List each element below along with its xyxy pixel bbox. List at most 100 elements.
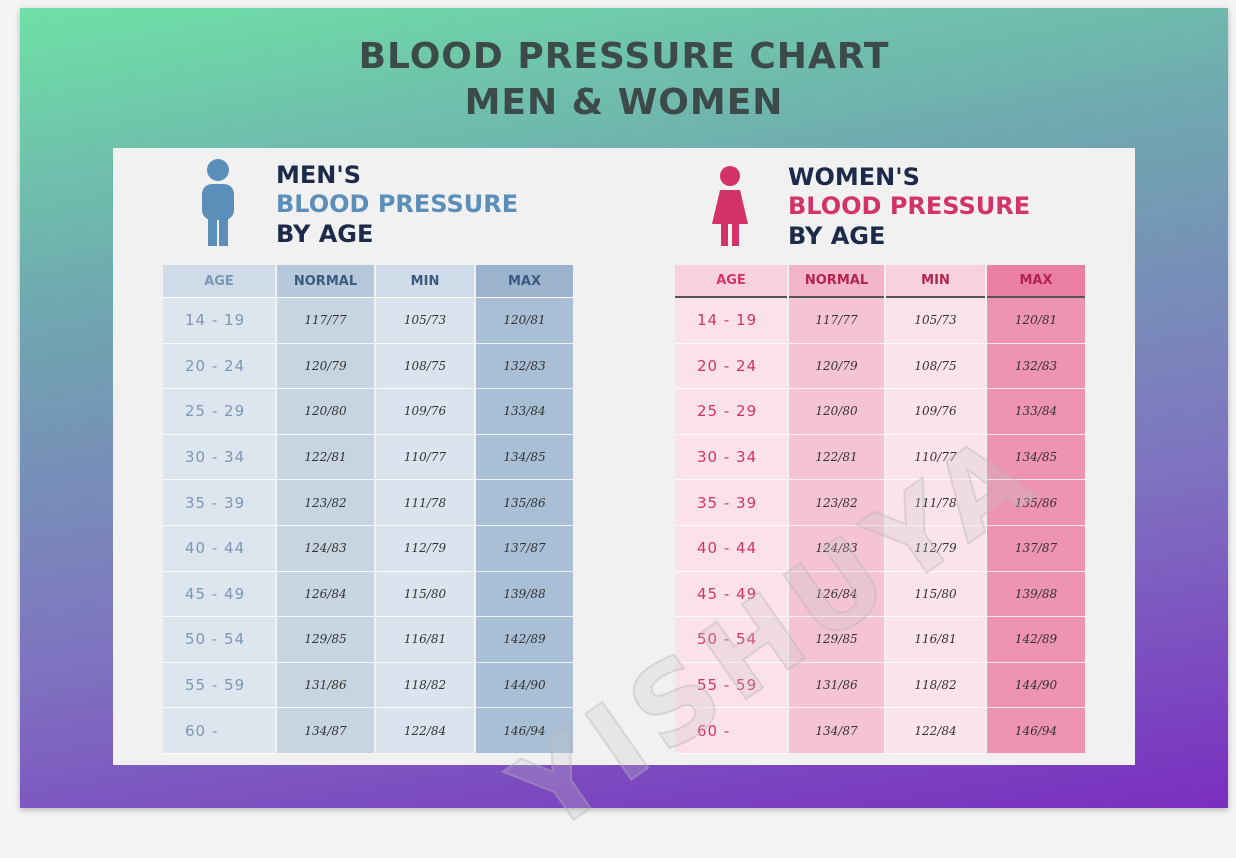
heading: BLOOD PRESSURE [788, 192, 1031, 220]
value-cell: 126/84 [789, 571, 884, 618]
value-cell: 132/83 [987, 343, 1085, 390]
value-cell: 124/83 [789, 526, 884, 572]
value-cell: 126/84 [277, 571, 374, 618]
value-cell: 137/87 [987, 526, 1085, 572]
value-cell: 144/90 [476, 662, 573, 709]
heading: MEN'S [276, 161, 361, 189]
age-cell: 35 - 39 [163, 480, 275, 526]
column-header: AGE [675, 265, 787, 298]
value-cell: 116/81 [886, 617, 985, 663]
value-cell: 110/77 [886, 434, 985, 481]
value-cell: 115/80 [376, 571, 474, 618]
column-header: MIN [886, 265, 985, 298]
value-cell: 109/76 [886, 389, 985, 435]
page: BLOOD PRESSURE CHART MEN & WOMEN MEN'S B… [20, 8, 1228, 858]
value-cell: 144/90 [987, 662, 1085, 709]
value-cell: 116/81 [376, 617, 474, 663]
value-cell: 122/81 [789, 434, 884, 481]
value-cell: 134/85 [476, 434, 573, 481]
age-cell: 14 - 19 [163, 298, 275, 344]
column-header: NORMAL [277, 265, 374, 298]
value-cell: 120/80 [789, 389, 884, 435]
woman-icon [712, 166, 748, 246]
value-cell: 120/81 [987, 298, 1085, 344]
value-cell: 122/84 [376, 708, 474, 754]
man-icon [202, 159, 234, 246]
value-cell: 133/84 [987, 389, 1085, 435]
value-cell: 118/82 [376, 662, 474, 709]
value-cell: 124/83 [277, 526, 374, 572]
age-cell: 30 - 34 [675, 434, 787, 481]
column-header: NORMAL [789, 265, 884, 298]
age-cell: 14 - 19 [675, 298, 787, 344]
value-cell: 129/85 [277, 617, 374, 663]
age-cell: 35 - 39 [675, 480, 787, 526]
value-cell: 132/83 [476, 343, 573, 390]
title: BLOOD PRESSURE CHART [358, 36, 890, 77]
value-cell: 134/87 [277, 708, 374, 754]
value-cell: 112/79 [886, 526, 985, 572]
age-cell: 45 - 49 [163, 571, 275, 618]
age-cell: 25 - 29 [163, 389, 275, 435]
value-cell: 142/89 [476, 617, 573, 663]
column-header: MAX [987, 265, 1085, 298]
value-cell: 133/84 [476, 389, 573, 435]
value-cell: 105/73 [376, 298, 474, 344]
value-cell: 135/86 [476, 480, 573, 526]
value-cell: 129/85 [789, 617, 884, 663]
heading: WOMEN'S [788, 163, 920, 191]
value-cell: 134/87 [789, 708, 884, 754]
value-cell: 122/81 [277, 434, 374, 481]
value-cell: 131/86 [789, 662, 884, 709]
value-cell: 120/79 [277, 343, 374, 390]
value-cell: 134/85 [987, 434, 1085, 481]
heading: BY AGE [276, 220, 374, 248]
heading: BLOOD PRESSURE [276, 190, 519, 218]
value-cell: 123/82 [277, 480, 374, 526]
age-cell: 30 - 34 [163, 434, 275, 481]
value-cell: 137/87 [476, 526, 573, 572]
value-cell: 108/75 [376, 343, 474, 390]
column-header: AGE [163, 265, 275, 298]
age-cell: 55 - 59 [675, 662, 787, 709]
value-cell: 131/86 [277, 662, 374, 709]
value-cell: 118/82 [886, 662, 985, 709]
value-cell: 122/84 [886, 708, 985, 754]
heading: BY AGE [788, 222, 886, 250]
age-cell: 60 - [675, 708, 787, 754]
age-cell: 50 - 54 [163, 617, 275, 663]
value-cell: 117/77 [277, 298, 374, 344]
value-cell: 117/77 [789, 298, 884, 344]
age-cell: 40 - 44 [675, 526, 787, 572]
age-cell: 20 - 24 [163, 343, 275, 390]
value-cell: 109/76 [376, 389, 474, 435]
value-cell: 108/75 [886, 343, 985, 390]
poster: BLOOD PRESSURE CHART MEN & WOMEN MEN'S B… [20, 8, 1228, 858]
value-cell: 146/94 [987, 708, 1085, 754]
column-header: MIN [376, 265, 474, 298]
value-cell: 123/82 [789, 480, 884, 526]
age-cell: 25 - 29 [675, 389, 787, 435]
age-cell: 45 - 49 [675, 571, 787, 618]
value-cell: 112/79 [376, 526, 474, 572]
value-cell: 139/88 [476, 571, 573, 618]
age-cell: 50 - 54 [675, 617, 787, 663]
value-cell: 120/80 [277, 389, 374, 435]
value-cell: 146/94 [476, 708, 573, 754]
value-cell: 120/81 [476, 298, 573, 344]
value-cell: 142/89 [987, 617, 1085, 663]
value-cell: 120/79 [789, 343, 884, 390]
title: MEN & WOMEN [464, 82, 784, 123]
panel: MEN'S BLOOD PRESSURE BY AGE WOMEN'S BLOO… [113, 148, 1135, 858]
value-cell: 105/73 [886, 298, 985, 344]
age-cell: 55 - 59 [163, 662, 275, 709]
value-cell: 110/77 [376, 434, 474, 481]
value-cell: 135/86 [987, 480, 1085, 526]
column-header: MAX [476, 265, 573, 298]
age-cell: 60 - [163, 708, 275, 754]
value-cell: 111/78 [886, 480, 985, 526]
age-cell: 20 - 24 [675, 343, 787, 390]
value-cell: 115/80 [886, 571, 985, 618]
value-cell: 111/78 [376, 480, 474, 526]
value-cell: 139/88 [987, 571, 1085, 618]
